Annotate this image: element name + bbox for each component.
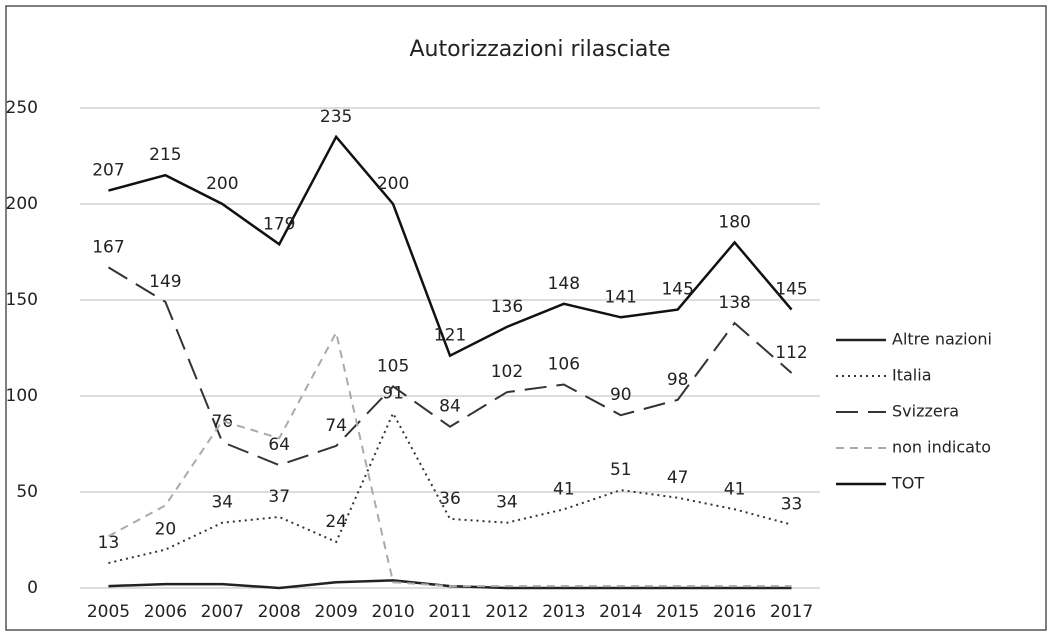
data-label: 34 <box>496 493 518 513</box>
data-label: 145 <box>775 280 807 300</box>
legend-label: Svizzera <box>892 402 959 421</box>
x-tick-label: 2007 <box>201 602 244 622</box>
data-label: 98 <box>667 370 689 390</box>
series-line <box>107 329 792 588</box>
x-tick-label: 2015 <box>656 602 699 622</box>
data-label: 138 <box>718 293 750 313</box>
data-label: 74 <box>325 416 347 436</box>
data-label: 112 <box>775 343 807 363</box>
data-label: 37 <box>268 487 290 507</box>
data-label: 90 <box>610 385 632 405</box>
x-tick-label: 2009 <box>315 602 358 622</box>
legend-label: Italia <box>892 366 932 385</box>
data-label: 121 <box>434 326 466 346</box>
series-line <box>107 266 793 467</box>
data-label: 235 <box>320 107 352 127</box>
y-tick-label: 200 <box>6 194 38 214</box>
data-label: 106 <box>548 354 580 374</box>
data-label: 148 <box>548 274 580 294</box>
y-tick-label: 150 <box>6 290 38 310</box>
data-label: 20 <box>155 520 177 540</box>
data-label: 149 <box>149 272 181 292</box>
data-label: 136 <box>491 297 523 317</box>
x-tick-label: 2012 <box>485 602 528 622</box>
legend-label: TOT <box>891 474 924 493</box>
data-label: 24 <box>325 512 347 532</box>
y-tick-label: 50 <box>16 482 38 502</box>
data-label: 47 <box>667 468 689 488</box>
x-tick-label: 2014 <box>599 602 642 622</box>
data-label: 105 <box>377 356 409 376</box>
y-tick-label: 100 <box>6 386 38 406</box>
data-label: 84 <box>439 397 461 417</box>
x-tick-label: 2016 <box>713 602 756 622</box>
data-label: 200 <box>206 174 238 194</box>
x-tick-label: 2010 <box>371 602 414 622</box>
data-label: 215 <box>149 145 181 165</box>
legend-label: Altre nazioni <box>892 330 992 349</box>
data-label: 91 <box>382 383 404 403</box>
legend-label: non indicato <box>892 438 991 457</box>
data-label: 207 <box>92 161 124 181</box>
data-label: 34 <box>211 493 233 513</box>
data-label: 179 <box>263 214 295 234</box>
data-label: 36 <box>439 489 461 509</box>
data-label: 76 <box>211 412 233 432</box>
data-label: 33 <box>781 495 803 515</box>
data-label: 200 <box>377 174 409 194</box>
data-label: 64 <box>268 435 290 455</box>
data-label: 41 <box>553 479 575 499</box>
data-label: 141 <box>605 287 637 307</box>
series-line <box>108 134 793 358</box>
x-tick-label: 2008 <box>258 602 301 622</box>
chart-title: Autorizzazioni rilasciate <box>409 37 670 62</box>
x-tick-label: 2013 <box>542 602 585 622</box>
data-label: 41 <box>724 479 746 499</box>
y-tick-label: 0 <box>27 578 38 598</box>
data-label: 180 <box>718 212 750 232</box>
series-line <box>108 411 792 565</box>
x-tick-label: 2005 <box>87 602 130 622</box>
data-label: 51 <box>610 460 632 480</box>
x-tick-label: 2006 <box>144 602 187 622</box>
y-tick-label: 250 <box>6 98 38 118</box>
x-tick-label: 2011 <box>428 602 471 622</box>
data-label: 145 <box>661 280 693 300</box>
data-label: 167 <box>92 237 124 257</box>
data-label: 102 <box>491 362 523 382</box>
data-label: 13 <box>98 533 120 553</box>
x-tick-label: 2017 <box>770 602 813 622</box>
